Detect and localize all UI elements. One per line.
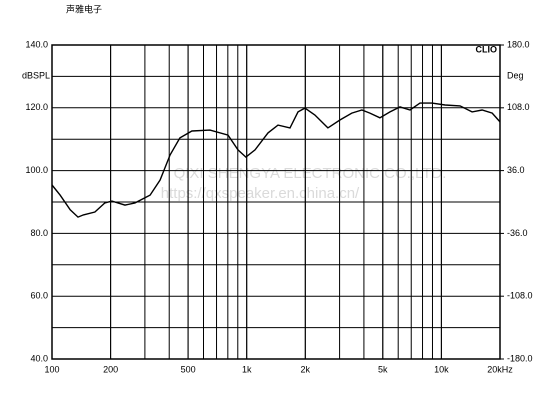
- y-axis-label: dBSPL: [22, 70, 50, 80]
- x-tick-label: 10k: [434, 364, 449, 374]
- x-tick-label: 20kHz: [487, 364, 513, 374]
- brand: CLIO: [476, 44, 498, 54]
- y2-tick-label: 180.0: [507, 39, 530, 49]
- x-tick-label: 1k: [242, 364, 252, 374]
- y2-axis-label: Deg: [507, 70, 524, 80]
- y-tick-label: 60.0: [30, 291, 48, 301]
- x-tick-label: 200: [103, 364, 118, 374]
- y-tick-label: 120.0: [25, 102, 48, 112]
- x-tick-label: 100: [44, 364, 59, 374]
- watermark: https://qxspeaker.en.china.cn/: [161, 185, 360, 202]
- y-tick-label: 80.0: [30, 228, 48, 238]
- x-tick-label: 5k: [378, 364, 388, 374]
- y-tick-label: 140.0: [25, 39, 48, 49]
- y-tick-label: 40.0: [30, 353, 48, 363]
- watermark: QIXI SHENGYA ELECTRONIC CO.,LTD.: [174, 165, 447, 182]
- y2-tick-label: -36.0: [507, 228, 528, 238]
- response-curve: [51, 102, 501, 218]
- x-tick-label: 2k: [301, 364, 311, 374]
- y2-tick-label: -180.0: [507, 353, 533, 363]
- chart-title: 声雅电子: [66, 3, 102, 14]
- y2-tick-label: 108.0: [507, 102, 530, 112]
- x-tick-label: 500: [181, 364, 196, 374]
- y-tick-label: 100.0: [25, 165, 48, 175]
- y2-tick-label: -108.0: [507, 291, 533, 301]
- plot-frame: [51, 44, 501, 360]
- y2-tick-label: 36.0: [507, 165, 525, 175]
